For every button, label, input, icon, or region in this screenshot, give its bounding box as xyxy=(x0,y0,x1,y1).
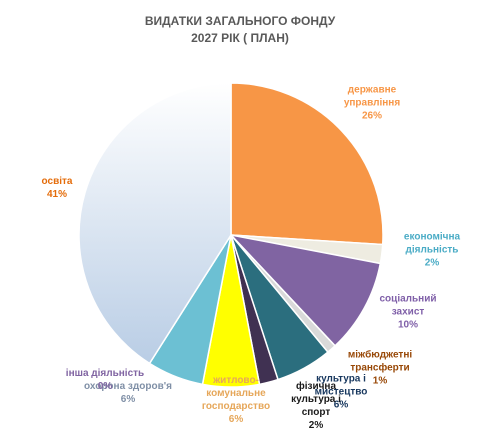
value-label: 26% xyxy=(361,110,382,122)
pie-slice xyxy=(78,82,232,365)
data-label: житлово-комунальне господарство 6% xyxy=(196,374,276,426)
pie-slice xyxy=(230,82,384,246)
chart-subtitle: 2027 РІК ( ПЛАН) xyxy=(191,31,289,45)
data-label: освіта 41% xyxy=(27,175,87,201)
data-label: соціальний захист 10% xyxy=(368,293,448,332)
category-label: охорона здоров'я xyxy=(84,381,172,392)
value-label: 41% xyxy=(46,189,67,200)
pie-slice xyxy=(228,233,382,347)
category-label: соціальний захист xyxy=(379,293,437,318)
category-label: освіта xyxy=(41,176,73,187)
data-label: культура і мистецтво 6% xyxy=(306,373,376,412)
value-label: 6% xyxy=(333,399,349,411)
data-label: економічна діяльність 2% xyxy=(392,231,472,270)
value-label: 2% xyxy=(424,257,440,269)
category-label: житлово-комунальне господарство xyxy=(201,375,271,412)
value-label: 1% xyxy=(372,375,388,387)
category-label: міжбюджетні трансферти xyxy=(347,349,413,374)
value-label: 6% xyxy=(228,414,244,425)
data-label: державне управління 26% xyxy=(332,84,412,123)
value-label: 6% xyxy=(120,394,136,405)
data-label: фізична культура і спорт 2% xyxy=(281,380,351,432)
category-label: державне управління xyxy=(343,84,401,109)
category-label: інша діяльність xyxy=(65,368,145,379)
category-label: економічна діяльність xyxy=(403,231,461,256)
data-label: інша діяльність 0% xyxy=(60,367,150,393)
data-label: міжбюджетні трансферти 1% xyxy=(340,349,420,388)
value-label: 10% xyxy=(397,319,418,331)
category-label: культура і мистецтво xyxy=(314,373,368,398)
value-label: 2% xyxy=(308,420,324,431)
category-label: фізична культура і спорт xyxy=(291,381,341,418)
value-label: 0% xyxy=(97,381,113,392)
chart-title: ВИДАТКИ ЗАГАЛЬНОГО ФОНДУ xyxy=(144,14,336,28)
data-label: охорона здоров'я 6% xyxy=(73,380,183,406)
